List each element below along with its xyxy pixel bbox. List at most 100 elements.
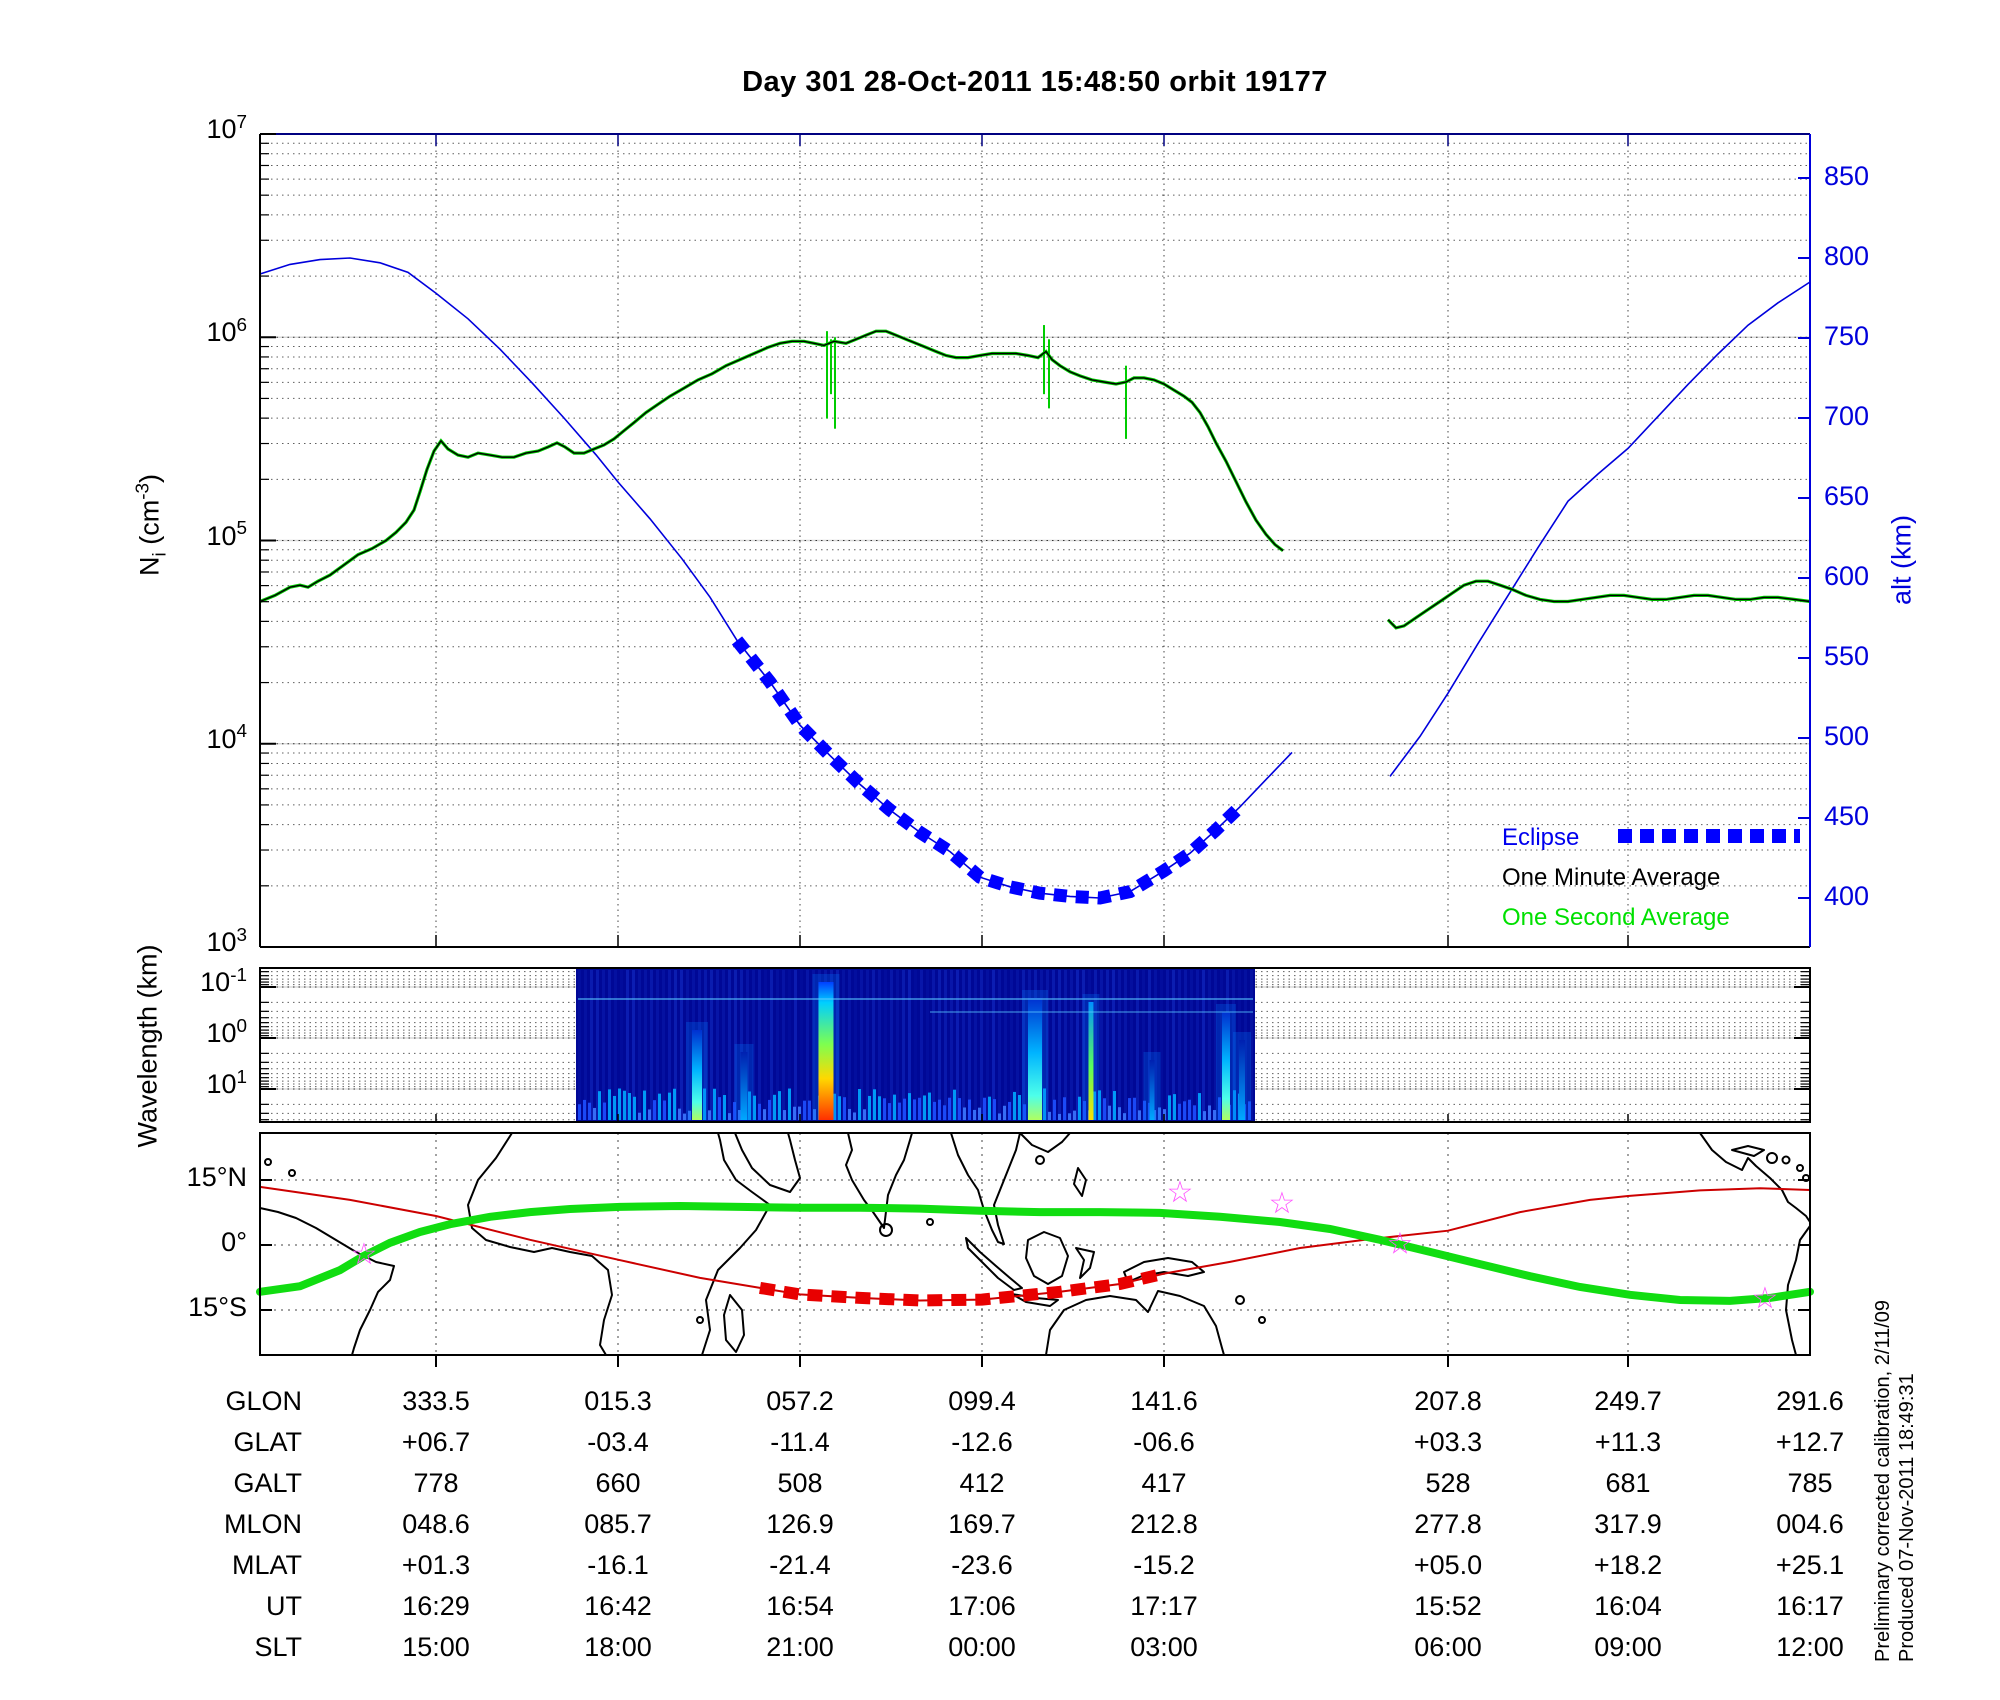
table-cell-glat-3: -12.6 — [951, 1427, 1013, 1457]
altitude-curve — [259, 257, 1293, 899]
panel-frames — [259, 133, 1811, 1367]
ni-tick-label: 107 — [206, 111, 247, 144]
table-cell-glon-3: 099.4 — [948, 1386, 1016, 1416]
table-cell-glat-0: +06.7 — [401, 1427, 471, 1457]
one-second-average-curve — [259, 329, 1284, 603]
table-cell-galt-0: 778 — [413, 1468, 459, 1498]
table-cell-glon-0: 333.5 — [402, 1386, 470, 1416]
wavelength-tick-label: 101 — [206, 1066, 247, 1099]
table-cell-glat-7: +12.7 — [1775, 1427, 1845, 1457]
alt-tick-label: 650 — [1824, 481, 1870, 511]
table-cell-glon-5: 207.8 — [1414, 1386, 1482, 1416]
table-cell-mlat-4: -15.2 — [1133, 1550, 1195, 1580]
table-cell-ut-0: 16:29 — [402, 1591, 470, 1621]
table-cell-mlat-1: -16.1 — [587, 1550, 649, 1580]
ni-axis-label: Ni (cm-3) — [132, 474, 171, 576]
table-cell-ut-6: 16:04 — [1594, 1591, 1662, 1621]
station-star-icon: ☆ — [1752, 1282, 1779, 1315]
one-minute-average-curve — [1387, 580, 1811, 629]
eclipse-dashed-curve — [731, 636, 1245, 905]
table-cell-glon-7: 291.6 — [1776, 1386, 1844, 1416]
dip-equator-line — [256, 1201, 1814, 1305]
produced-note: Produced 07-Nov-2011 18:49:31 — [1896, 1373, 1918, 1662]
table-cell-mlon-2: 126.9 — [766, 1509, 834, 1539]
legend-one-second-label: One Second Average — [1502, 904, 1730, 931]
table-row-label: SLT — [254, 1632, 302, 1662]
table-cell-slt-6: 09:00 — [1594, 1632, 1662, 1662]
table-cell-glat-1: -03.4 — [587, 1427, 649, 1457]
station-star-icon: ☆ — [1167, 1176, 1194, 1209]
table-cell-mlon-6: 317.9 — [1594, 1509, 1662, 1539]
station-star-icon: ☆ — [1269, 1187, 1296, 1220]
station-star-icon: ☆ — [1387, 1228, 1414, 1261]
table-cell-galt-7: 785 — [1787, 1468, 1833, 1498]
table-cell-slt-4: 03:00 — [1130, 1632, 1198, 1662]
wavelength-tick-label: 100 — [206, 1015, 247, 1048]
table-cell-mlat-5: +05.0 — [1413, 1550, 1483, 1580]
table-cell-glon-1: 015.3 — [584, 1386, 652, 1416]
altitude-curve — [1389, 281, 1811, 777]
table-cell-ut-5: 15:52 — [1414, 1591, 1482, 1621]
ni-tick-label: 106 — [206, 314, 247, 348]
page-title: Day 301 28-Oct-2011 15:48:50 orbit 19177 — [742, 66, 1328, 98]
one-second-average-curve — [1386, 579, 1811, 630]
alt-tick-label: 850 — [1824, 161, 1870, 191]
table-cell-slt-3: 00:00 — [948, 1632, 1016, 1662]
table-cell-galt-4: 417 — [1141, 1468, 1187, 1498]
table-cell-ut-4: 17:17 — [1130, 1591, 1198, 1621]
table-cell-mlon-1: 085.7 — [584, 1509, 652, 1539]
table-cell-slt-5: 06:00 — [1414, 1632, 1482, 1662]
wavelength-axis-label: Wavelength (km) — [132, 944, 163, 1148]
map-lat-label: 15°N — [186, 1162, 247, 1192]
table-cell-mlat-2: -21.4 — [769, 1550, 831, 1580]
table-cell-glon-4: 141.6 — [1130, 1386, 1198, 1416]
table-cell-galt-2: 508 — [777, 1468, 823, 1498]
eclipse-ground-segment — [759, 1267, 1166, 1307]
map-panel: ☆ ☆ ☆ ☆ ☆ — [256, 1132, 1814, 1356]
wavelength-tick-label: 10-1 — [200, 964, 247, 997]
table-cell-slt-2: 21:00 — [766, 1632, 834, 1662]
alt-tick-label: 400 — [1824, 881, 1870, 911]
table-cell-mlon-4: 212.8 — [1130, 1509, 1198, 1539]
alt-tick-label: 450 — [1824, 801, 1870, 831]
table-row-label: GLAT — [233, 1427, 302, 1457]
alt-tick-label: 550 — [1824, 641, 1870, 671]
table-cell-mlat-0: +01.3 — [401, 1550, 471, 1580]
alt-tick-label: 750 — [1824, 321, 1870, 351]
spectrogram-panel — [260, 968, 1810, 1122]
table-cell-galt-6: 681 — [1605, 1468, 1651, 1498]
table-cell-mlon-3: 169.7 — [948, 1509, 1016, 1539]
table-cell-mlon-5: 277.8 — [1414, 1509, 1482, 1539]
map-lat-label: 15°S — [188, 1292, 247, 1322]
table-cell-galt-3: 412 — [959, 1468, 1005, 1498]
ni-tick-label: 103 — [206, 924, 247, 957]
map-lat-label: 0° — [221, 1227, 247, 1257]
table-cell-mlat-3: -23.6 — [951, 1550, 1013, 1580]
table-cell-mlat-6: +18.2 — [1593, 1550, 1663, 1580]
table-cell-glat-4: -06.6 — [1133, 1427, 1195, 1457]
table-cell-ut-7: 16:17 — [1776, 1591, 1844, 1621]
table-cell-ut-1: 16:42 — [584, 1591, 652, 1621]
table-cell-mlon-0: 048.6 — [402, 1509, 470, 1539]
one-minute-average-curve — [259, 330, 1284, 603]
table-cell-glon-2: 057.2 — [766, 1386, 834, 1416]
table-cell-glat-2: -11.4 — [770, 1427, 830, 1457]
table-cell-galt-1: 660 — [595, 1468, 641, 1498]
table-cell-mlat-7: +25.1 — [1775, 1550, 1845, 1580]
table-cell-slt-7: 12:00 — [1776, 1632, 1844, 1662]
table-cell-slt-1: 18:00 — [584, 1632, 652, 1662]
table-cell-glat-6: +11.3 — [1594, 1427, 1662, 1457]
table-cell-glat-5: +03.3 — [1413, 1427, 1483, 1457]
alt-tick-label: 600 — [1824, 561, 1870, 591]
table-row-label: MLAT — [231, 1550, 302, 1580]
table-cell-slt-0: 15:00 — [402, 1632, 470, 1662]
table-row-label: UT — [266, 1591, 302, 1621]
table-cell-mlon-7: 004.6 — [1776, 1509, 1844, 1539]
table-cell-glon-6: 249.7 — [1594, 1386, 1662, 1416]
table-cell-ut-2: 16:54 — [766, 1591, 834, 1621]
table-cell-galt-5: 528 — [1425, 1468, 1471, 1498]
alt-axis-label: alt (km) — [1886, 515, 1917, 605]
table-row-label: GLON — [225, 1386, 302, 1416]
